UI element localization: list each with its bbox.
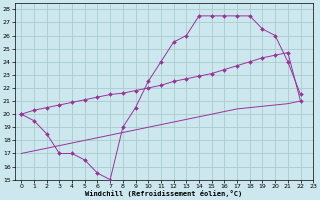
X-axis label: Windchill (Refroidissement éolien,°C): Windchill (Refroidissement éolien,°C) <box>85 190 243 197</box>
